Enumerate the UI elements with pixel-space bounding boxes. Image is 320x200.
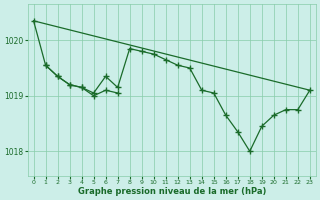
X-axis label: Graphe pression niveau de la mer (hPa): Graphe pression niveau de la mer (hPa) xyxy=(77,187,266,196)
